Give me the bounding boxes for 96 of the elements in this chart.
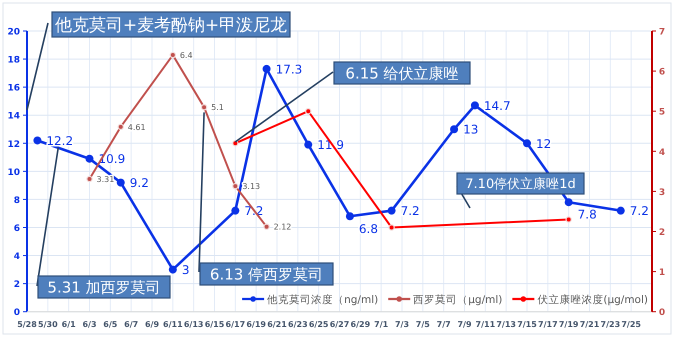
data-label: 4.61 bbox=[128, 122, 146, 132]
x-tick-label: 6/11 bbox=[163, 320, 184, 329]
point bbox=[231, 206, 240, 215]
y2-tick-label: 5 bbox=[658, 108, 666, 118]
data-label: 3.31 bbox=[96, 174, 114, 184]
point bbox=[565, 216, 572, 223]
x-tick-label: 7/15 bbox=[517, 320, 538, 329]
x-tick-label: 6/23 bbox=[288, 320, 308, 329]
point bbox=[86, 154, 94, 163]
y2-tick-label: 7 bbox=[658, 28, 666, 38]
annotation: 6.15 给伏立康唑 bbox=[345, 64, 459, 82]
point bbox=[170, 52, 176, 58]
x-tick-label: 7/19 bbox=[558, 320, 579, 329]
x-tick-label: 7/1 bbox=[374, 320, 389, 329]
point bbox=[33, 136, 42, 144]
y2-tick-label: 0 bbox=[658, 308, 666, 318]
data-label: 13 bbox=[463, 122, 478, 137]
y-tick-label: 10 bbox=[7, 168, 20, 178]
y-tick-label: 8 bbox=[14, 196, 20, 206]
x-tick-label: 7/3 bbox=[394, 320, 410, 329]
legend-label: 伏立康唑浓度(μg/mol) bbox=[537, 293, 648, 306]
x-tick-label: 5/30 bbox=[38, 320, 58, 329]
y-tick-label: 2 bbox=[14, 280, 20, 290]
x-tick-label: 7/11 bbox=[476, 320, 496, 329]
x-tick-label: 6/5 bbox=[103, 320, 118, 329]
y-tick-label: 16 bbox=[7, 84, 20, 94]
y-tick-label: 18 bbox=[7, 56, 20, 66]
x-tick-label: 5/28 bbox=[17, 320, 38, 329]
x-tick-label: 6/15 bbox=[204, 320, 225, 329]
data-label: 2.12 bbox=[274, 222, 292, 232]
y-tick-label: 4 bbox=[14, 252, 20, 262]
data-label: 3 bbox=[182, 263, 190, 278]
data-label: 7.2 bbox=[400, 204, 420, 218]
x-tick-label: 6/21 bbox=[267, 320, 288, 329]
point bbox=[86, 176, 93, 182]
data-label: 7.8 bbox=[578, 208, 597, 222]
y2-tick-label: 6 bbox=[658, 68, 666, 78]
x-tick-label: 7/25 bbox=[621, 320, 642, 329]
x-tick-label: 6/1 bbox=[62, 320, 76, 329]
point bbox=[262, 64, 271, 73]
point bbox=[346, 212, 354, 220]
point bbox=[470, 101, 479, 110]
annotation: 6.13 停西罗莫司 bbox=[210, 265, 324, 284]
point bbox=[616, 206, 625, 215]
point bbox=[168, 266, 177, 274]
data-label: 12 bbox=[536, 136, 552, 151]
point bbox=[450, 125, 458, 134]
x-tick-label: 7/17 bbox=[538, 320, 558, 329]
point bbox=[118, 124, 124, 130]
data-label: 7.2 bbox=[630, 204, 649, 218]
y2-tick-label: 4 bbox=[658, 148, 666, 158]
y2-tick-label: 3 bbox=[658, 188, 666, 198]
x-tick-label: 6/19 bbox=[246, 320, 266, 329]
x-tick-label: 6/29 bbox=[350, 320, 371, 329]
y-tick-label: 6 bbox=[14, 224, 20, 234]
legend-label: 西罗莫司（μg/ml) bbox=[413, 293, 502, 306]
data-label: 14.7 bbox=[484, 98, 511, 113]
x-tick-label: 6/27 bbox=[330, 320, 350, 329]
y2-tick-label: 1 bbox=[658, 268, 666, 278]
x-tick-label: 6/25 bbox=[308, 320, 329, 329]
data-label: 6.4 bbox=[180, 51, 193, 60]
x-tick-label: 6/17 bbox=[226, 320, 246, 329]
point bbox=[232, 182, 239, 190]
x-tick-label: 7/23 bbox=[600, 320, 620, 329]
data-label: 5.1 bbox=[211, 103, 224, 112]
data-label: 6.8 bbox=[358, 222, 378, 236]
x-tick-label: 7/21 bbox=[580, 320, 600, 329]
point bbox=[388, 206, 396, 215]
point bbox=[263, 223, 270, 230]
point bbox=[200, 104, 208, 110]
x-tick-label: 7/7 bbox=[436, 320, 451, 329]
x-tick-label: 6/9 bbox=[144, 320, 160, 329]
point bbox=[304, 140, 312, 149]
annotation: 7.10停伏立康唑1d bbox=[465, 176, 576, 192]
point bbox=[523, 139, 531, 148]
y-tick-label: 20 bbox=[7, 28, 20, 38]
x-tick-label: 6/7 bbox=[124, 320, 138, 329]
y-tick-label: 0 bbox=[14, 308, 20, 318]
x-tick-label: 7/5 bbox=[416, 320, 430, 329]
point bbox=[116, 178, 125, 187]
x-tick-label: 6/13 bbox=[184, 320, 204, 329]
y-tick-label: 14 bbox=[7, 112, 20, 122]
x-tick-label: 6/3 bbox=[82, 320, 97, 329]
x-tick-label: 7/9 bbox=[457, 320, 472, 329]
point bbox=[564, 198, 573, 206]
data-label: 9.2 bbox=[130, 176, 149, 190]
x-tick-label: 7/13 bbox=[496, 320, 516, 329]
y-tick-label: 12 bbox=[7, 140, 20, 150]
point bbox=[305, 108, 312, 114]
y2-tick-label: 2 bbox=[658, 228, 666, 238]
point bbox=[388, 224, 395, 231]
annotation: 他克莫司+麦考酚钠+甲泼尼龙 bbox=[55, 16, 287, 36]
annotation: 5.31 加西罗莫司 bbox=[47, 278, 161, 296]
data-label: 17.3 bbox=[276, 62, 302, 76]
data-label: 3.13 bbox=[242, 182, 260, 192]
legend-label: 他克莫司浓度（ng/ml) bbox=[267, 293, 378, 306]
